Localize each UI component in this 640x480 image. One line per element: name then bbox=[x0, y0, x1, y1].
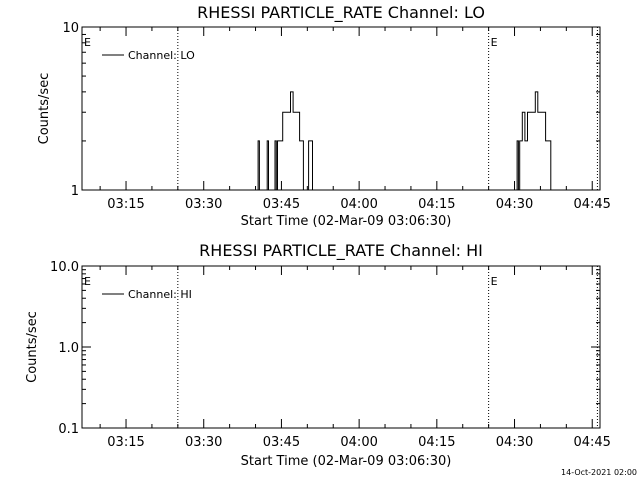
x-tick-label: 03:15 bbox=[107, 197, 144, 212]
x-tick-label: 04:45 bbox=[573, 435, 610, 450]
footer-timestamp: 14-Oct-2021 02:00 bbox=[561, 468, 637, 477]
chart-title: RHESSI PARTICLE_RATE Channel: LO bbox=[197, 3, 485, 23]
x-tick-label: 04:00 bbox=[340, 435, 377, 450]
event-marker: E bbox=[84, 275, 91, 288]
y-tick-label: 0.1 bbox=[58, 422, 79, 437]
chart-panel-2: RHESSI PARTICLE_RATE Channel: HI 03:15 03:… bbox=[25, 241, 611, 469]
x-tick-label: 03:45 bbox=[263, 197, 300, 212]
chart-panel-1: RHESSI PARTICLE_RATE Channel: LO 03:15 03:… bbox=[37, 3, 611, 229]
y-tick-label: 10 bbox=[62, 21, 79, 36]
x-tick-label: 04:00 bbox=[340, 197, 377, 212]
x-tick-label: 04:45 bbox=[573, 197, 610, 212]
y-axis-label: Counts/sec bbox=[37, 73, 52, 145]
series-line-lo bbox=[82, 91, 600, 191]
event-marker: E bbox=[491, 275, 498, 288]
x-tick-label: 04:15 bbox=[418, 197, 455, 212]
chart-title: RHESSI PARTICLE_RATE Channel: HI bbox=[199, 241, 483, 261]
x-tick-label: 03:30 bbox=[185, 435, 222, 450]
x-tick-label: 04:30 bbox=[496, 435, 533, 450]
x-axis-label: Start Time (02-Mar-09 03:06:30) bbox=[241, 214, 452, 229]
y-axis-label: Counts/sec bbox=[25, 311, 40, 383]
legend-entry: Channel: HI bbox=[128, 288, 192, 301]
x-tick-label: 03:15 bbox=[107, 435, 144, 450]
event-marker: E bbox=[491, 36, 498, 49]
legend-entry: Channel: LO bbox=[128, 49, 195, 62]
x-axis-label: Start Time (02-Mar-09 03:06:30) bbox=[241, 454, 452, 469]
x-tick-label: 04:30 bbox=[496, 197, 533, 212]
event-marker: E bbox=[84, 36, 91, 49]
x-tick-label: 04:15 bbox=[418, 435, 455, 450]
x-tick-label: 03:45 bbox=[263, 435, 300, 450]
y-tick-label: 1.0 bbox=[58, 341, 79, 356]
y-tick-label: 10.0 bbox=[50, 260, 79, 275]
x-tick-label: 03:30 bbox=[185, 197, 222, 212]
y-tick-label: 1 bbox=[71, 184, 79, 199]
